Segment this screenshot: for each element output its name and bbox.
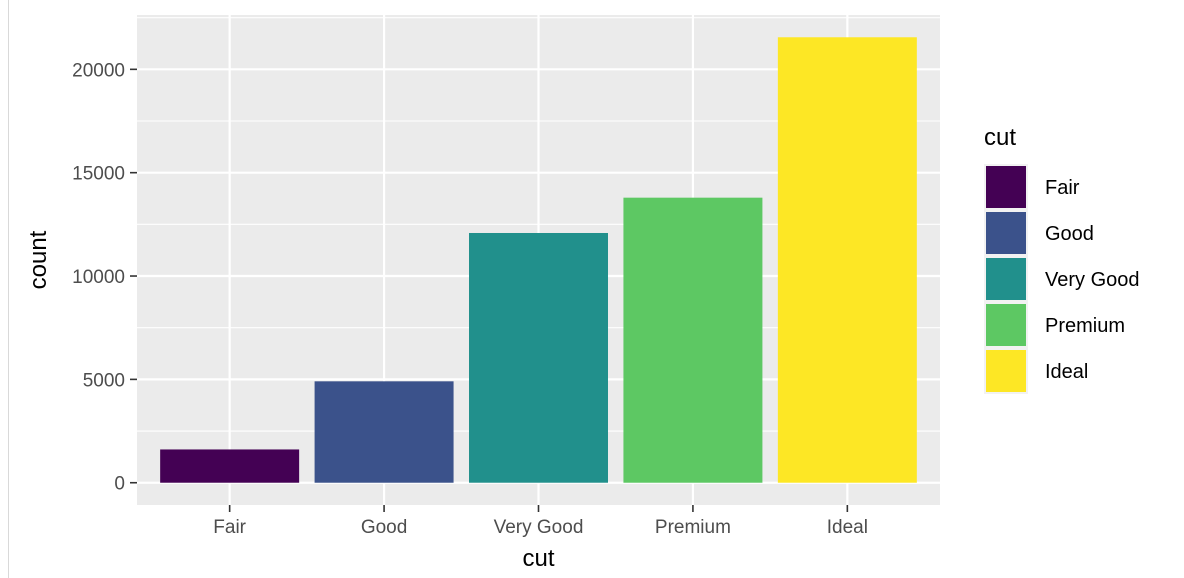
y-tick-label: 5000 <box>83 370 125 391</box>
left-border-rule <box>8 0 9 578</box>
bar-ideal <box>777 37 917 483</box>
y-tick-label: 0 <box>114 474 125 495</box>
legend-label: Premium <box>1045 315 1125 337</box>
y-axis-title: count <box>25 230 52 289</box>
bar-good <box>314 381 454 483</box>
legend-swatch <box>986 258 1026 300</box>
x-axis: Fair Good Very Good Premium Ideal <box>213 505 868 538</box>
y-tick-label: 20000 <box>72 60 125 81</box>
bar-fair <box>160 449 300 483</box>
legend-swatch <box>986 304 1026 346</box>
legend-swatch <box>986 350 1026 392</box>
legend-label: Very Good <box>1045 269 1140 291</box>
bar-very-good <box>469 232 608 483</box>
y-axis: 0 5000 10000 15000 20000 <box>72 60 137 495</box>
x-tick-label: Premium <box>655 517 731 538</box>
x-tick-label: Very Good <box>494 517 584 538</box>
legend-swatch <box>986 212 1026 254</box>
y-tick-label: 15000 <box>72 164 125 185</box>
y-tick-label: 10000 <box>72 267 125 288</box>
legend-label: Ideal <box>1045 361 1088 383</box>
x-tick-label: Good <box>361 517 407 538</box>
x-tick-label: Fair <box>213 517 246 538</box>
bars <box>160 37 917 483</box>
legend: cut Fair Good Very Good Premium Ideal <box>984 124 1140 394</box>
legend-swatch <box>986 166 1026 208</box>
x-axis-title: cut <box>522 545 554 572</box>
legend-label: Fair <box>1045 177 1080 199</box>
x-tick-label: Ideal <box>827 517 868 538</box>
legend-label: Good <box>1045 223 1094 245</box>
bar-premium <box>623 197 763 483</box>
legend-title: cut <box>984 124 1016 151</box>
